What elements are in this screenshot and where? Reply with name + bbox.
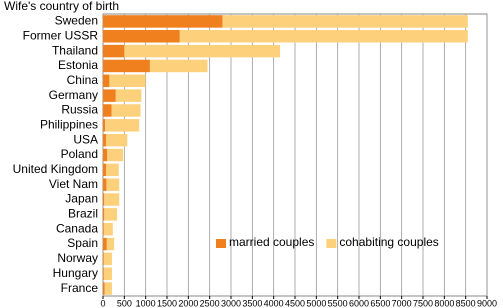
bar-segment [104,193,120,206]
y-tick-label: Sweden [55,14,98,28]
bar-segment [115,89,142,102]
x-tick-label: 3500 [242,298,262,308]
y-tick-label: France [61,281,99,295]
bar-segment [103,208,105,221]
x-tick-label: 1000 [136,298,156,308]
bar-segment [103,15,223,28]
bar-segment [103,252,112,266]
y-tick-label: Philippines [40,117,98,131]
bar-segment [103,193,105,206]
bar-segment [103,267,104,280]
legend-swatch [326,239,337,248]
bar-segment [149,59,208,73]
y-tick-label: Brazil [68,207,98,221]
bar-segment [222,15,468,28]
bar-segment [104,208,118,221]
bar-segment [103,44,125,58]
bar-segment [106,237,115,251]
bar-segment [103,222,113,236]
bar-segment [103,267,112,280]
y-tick-label: Estonia [58,58,98,72]
bar-segment [103,252,104,266]
bar-segment [103,119,106,132]
x-tick-label: 6500 [370,298,390,308]
x-tick-label: 2500 [200,298,220,308]
bar-segment [103,163,106,177]
bar-segment [103,89,116,102]
y-tick-label: Norway [57,251,98,265]
bar-segment [111,104,141,117]
x-tick-label: 2000 [178,298,198,308]
bar-segment [103,133,106,147]
bar-segment [103,222,104,236]
x-tick-label: 5000 [306,298,326,308]
bar-segment [107,148,124,162]
x-tick-label: 4500 [285,298,305,308]
y-tick-label: USA [73,132,98,146]
x-tick-label: 6000 [349,298,369,308]
y-tick-label: Viet Nam [49,177,98,191]
y-tick-label: China [67,73,99,87]
legend-swatch [216,239,226,248]
y-tick-label: Poland [61,147,98,161]
x-tick-label: 1500 [157,298,177,308]
bar-segment [103,282,105,295]
x-tick-label: 7000 [392,298,412,308]
legend-label: cohabiting couples [339,235,438,249]
x-tick-label: 4000 [264,298,284,308]
bar-segment [105,163,119,177]
bar-segment [105,119,140,132]
bar-segment [103,30,180,43]
x-tick-label: 8500 [456,298,476,308]
x-tick-label: 9000 [477,298,497,308]
x-tick-label: 500 [117,298,132,308]
x-tick-label: 3000 [221,298,241,308]
y-tick-label: Thailand [52,43,98,57]
x-tick-label: 5500 [328,298,348,308]
y-tick-label: United Kingdom [13,162,98,176]
chart-title: Wife's country of birth [4,0,119,13]
y-tick-label: Russia [61,103,98,117]
x-tick-label: 7500 [413,298,433,308]
bar-segment [103,59,150,73]
bar-segment [109,74,146,88]
y-tick-label: Japan [65,192,98,206]
bar-segment [105,133,128,147]
bar-segment [103,178,107,191]
bar-segment [104,282,112,295]
y-tick-label: Hungary [53,266,98,280]
bar-segment [103,237,107,251]
bar-segment [103,148,108,162]
legend-label: married couples [229,235,314,249]
bar-segment [103,104,112,117]
bar-segment [106,178,120,191]
y-tick-label: Germany [49,88,98,102]
bar-segment [179,30,468,43]
y-tick-label: Former USSR [23,28,99,42]
x-tick-label: 8000 [434,298,454,308]
x-tick-label: 0 [100,298,105,308]
bar-segment [124,44,281,58]
bar-segment [103,74,110,88]
y-tick-label: Canada [56,221,98,235]
y-tick-label: Spain [67,236,98,250]
